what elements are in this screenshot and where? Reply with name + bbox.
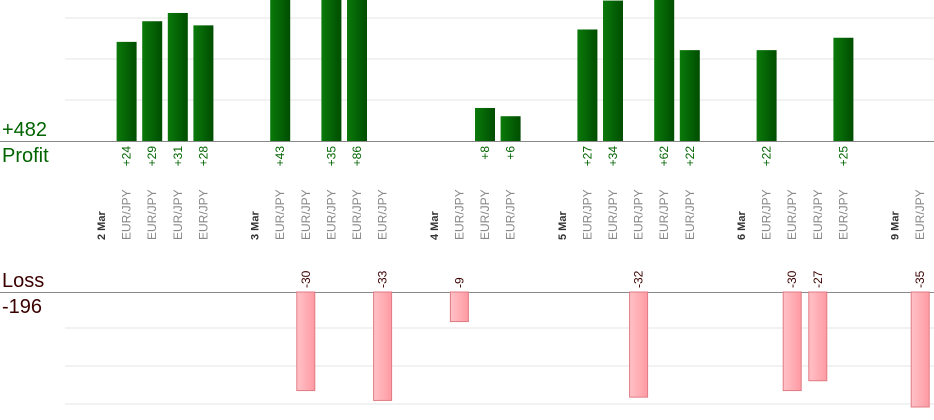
profit-value-label: +34 xyxy=(606,146,620,167)
profit-bar xyxy=(167,12,188,141)
day-label: 5 Mar xyxy=(557,211,569,240)
pair-label: EUR/JPY xyxy=(632,189,646,240)
loss-bar xyxy=(808,291,828,382)
profit-bar xyxy=(679,50,700,141)
profit-bar xyxy=(756,50,777,141)
loss-bar xyxy=(296,291,316,392)
profit-value-label: +62 xyxy=(657,146,671,167)
loss-value-label: -30 xyxy=(299,270,313,288)
loss-bar xyxy=(782,291,802,392)
profit-label: Profit xyxy=(2,145,49,167)
profit-bar xyxy=(347,0,367,141)
profit-bar xyxy=(833,37,854,141)
profit-value-label: +27 xyxy=(580,146,594,167)
profit-bar xyxy=(500,116,521,141)
day-label: 3 Mar xyxy=(250,211,262,240)
pair-label: EUR/JPY xyxy=(273,189,287,240)
profit-value-label: +8 xyxy=(478,146,492,160)
profit-total: +482 xyxy=(2,119,48,141)
pair-label: EUR/JPY xyxy=(299,189,313,240)
profit-bar xyxy=(321,0,342,142)
pair-label: EUR/JPY xyxy=(683,189,697,240)
day-label: 6 Mar xyxy=(736,211,748,240)
pair-label: EUR/JPY xyxy=(145,189,159,240)
profit-value-label: +43 xyxy=(273,146,287,167)
profit-value-label: +22 xyxy=(760,146,774,167)
day-label: 2 Mar xyxy=(96,211,108,240)
profit-value-label: +31 xyxy=(171,146,185,167)
profit-bar xyxy=(577,29,598,142)
loss-total: -196 xyxy=(2,296,43,318)
pair-label: EUR/JPY xyxy=(785,189,799,240)
day-label: 4 Mar xyxy=(429,211,441,240)
pair-label: EUR/JPY xyxy=(913,189,927,240)
profit-value-label: +22 xyxy=(683,146,697,167)
pair-label: EUR/JPY xyxy=(478,189,492,240)
pair-label: EUR/JPY xyxy=(350,189,364,240)
pair-label: EUR/JPY xyxy=(452,189,466,240)
profit-value-label: +86 xyxy=(350,146,364,167)
pair-label: EUR/JPY xyxy=(504,189,518,240)
pair-label: EUR/JPY xyxy=(836,189,850,240)
profit-bar xyxy=(142,21,163,142)
profit-bar xyxy=(654,0,675,141)
profit-value-label: +6 xyxy=(504,146,518,160)
loss-value-label: -27 xyxy=(811,270,825,288)
loss-bar xyxy=(629,291,649,398)
pair-label: EUR/JPY xyxy=(657,189,671,240)
loss-value-label: -33 xyxy=(376,270,390,288)
profit-value-label: +24 xyxy=(120,146,134,167)
loss-bar xyxy=(373,291,393,401)
loss-value-label: -30 xyxy=(785,270,799,288)
profit-bar xyxy=(116,41,137,141)
profit-bar xyxy=(270,0,291,141)
pair-label: EUR/JPY xyxy=(120,189,134,240)
profit-value-label: +28 xyxy=(196,146,210,167)
profit-bar xyxy=(603,0,623,141)
loss-label: Loss xyxy=(2,270,45,292)
profit-value-label: +35 xyxy=(324,146,338,167)
loss-bar xyxy=(910,291,930,408)
pair-label: EUR/JPY xyxy=(811,189,825,240)
pair-label: EUR/JPY xyxy=(606,189,620,240)
loss-value-label: -32 xyxy=(632,270,646,288)
profit-bar xyxy=(475,107,495,141)
profit-value-label: +29 xyxy=(145,146,159,167)
pair-label: EUR/JPY xyxy=(196,189,210,240)
profit-bar xyxy=(193,25,214,141)
day-label: 9 Mar xyxy=(890,211,902,240)
loss-value-label: -9 xyxy=(452,277,466,288)
profit-value-label: +25 xyxy=(836,146,850,167)
pair-label: EUR/JPY xyxy=(324,189,338,240)
pair-label: EUR/JPY xyxy=(580,189,594,240)
pair-label: EUR/JPY xyxy=(376,189,390,240)
loss-value-label: -35 xyxy=(913,270,927,288)
pair-label: EUR/JPY xyxy=(171,189,185,240)
pair-label: EUR/JPY xyxy=(760,189,774,240)
loss-bar xyxy=(449,291,469,323)
